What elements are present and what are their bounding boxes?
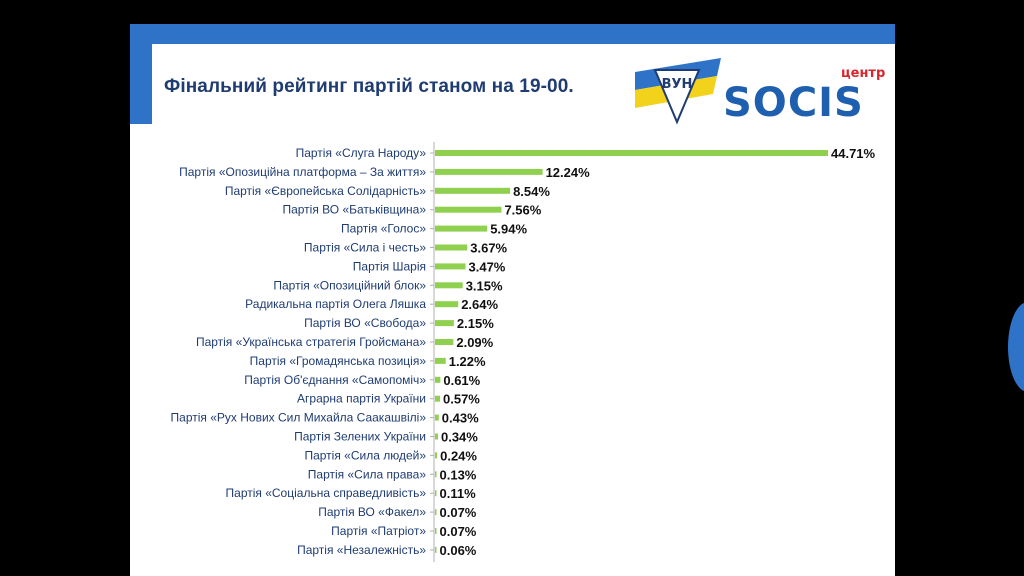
category-label: Партія Зелених України: [294, 430, 426, 444]
category-label: Аграрна партія України: [297, 392, 426, 406]
bar: [435, 206, 502, 213]
value-label: 12.24%: [546, 165, 591, 180]
value-label: 2.09%: [456, 335, 493, 350]
presentation-slide: Фінальний рейтинг партій станом на 19-00…: [130, 24, 895, 576]
value-label: 2.15%: [457, 316, 494, 331]
value-label: 1.22%: [449, 354, 486, 369]
category-label: Партія Об'єднання «Самопоміч»: [244, 373, 426, 387]
bar: [435, 150, 828, 156]
category-label: Партія «Громадянська позиція»: [250, 354, 427, 368]
bar: [435, 168, 543, 175]
category-label: Партія «Патріот»: [331, 524, 426, 538]
value-label: 0.43%: [442, 411, 479, 426]
bar: [435, 452, 438, 459]
bar: [435, 301, 459, 308]
bar-chart: Партія «Слуга Народу» 44.71% Партія «Опози…: [171, 142, 876, 562]
category-label: Партія «Рух Нових Сил Михайла Саакашвілі…: [171, 411, 427, 425]
bar: [435, 244, 468, 251]
logo-small-text: центр: [841, 66, 886, 81]
bar: [435, 471, 437, 478]
value-label: 0.07%: [440, 524, 477, 539]
category-label: Партія «Голос»: [341, 222, 426, 236]
bar: [435, 546, 437, 553]
category-label: Партія ВО «Свобода»: [304, 316, 426, 330]
logos-area: ВУН центр SOCIS: [635, 50, 890, 128]
value-label: 8.54%: [513, 184, 550, 199]
slide-top-band: [130, 24, 895, 44]
value-label: 0.34%: [441, 430, 478, 445]
value-label: 0.24%: [440, 448, 477, 463]
bar: [435, 509, 437, 516]
bar: [435, 282, 463, 289]
bar: [435, 263, 466, 270]
category-label: Партія «Сила і честь»: [304, 241, 426, 255]
category-label: Партія «Слуга Народу»: [296, 146, 427, 160]
category-label: Партія «Опозиційний блок»: [273, 278, 426, 292]
category-label: Партія «Сила права»: [308, 467, 427, 481]
category-label: Партія ВО «Факел»: [318, 505, 426, 519]
bar: [435, 376, 441, 383]
value-label: 5.94%: [490, 222, 527, 237]
chart-title: Фінальний рейтинг партій станом на 19-00…: [164, 76, 574, 97]
socis-logo-text: SOCIS: [723, 80, 864, 126]
category-label: Партія «Соціальна справедливість»: [226, 486, 427, 500]
value-label: 7.56%: [504, 203, 541, 218]
edge-decoration: [1008, 302, 1024, 392]
bar: [435, 339, 454, 345]
vun-logo: ВУН: [635, 58, 721, 125]
category-label: Радикальна партія Олега Ляшка: [245, 297, 426, 311]
value-label: 0.13%: [440, 467, 477, 482]
category-label: Партія ВО «Батьківщина»: [282, 203, 426, 217]
value-label: 3.15%: [466, 278, 503, 293]
value-label: 0.61%: [443, 373, 480, 388]
value-label: 3.47%: [469, 259, 506, 274]
bar: [435, 433, 438, 440]
category-label: Партія Шарія: [353, 259, 426, 273]
category-label: Партія «Сила людей»: [304, 448, 426, 462]
value-label: 44.71%: [831, 146, 876, 161]
bar: [435, 395, 441, 402]
value-label: 3.67%: [470, 241, 507, 256]
bar: [435, 320, 454, 327]
value-label: 0.06%: [440, 543, 477, 558]
bar: [435, 187, 511, 194]
value-label: 0.07%: [440, 505, 477, 520]
category-label: Партія «Опозиційна платформа – За життя»: [179, 165, 426, 179]
vun-logo-text: ВУН: [662, 77, 693, 92]
bar: [435, 357, 446, 364]
value-label: 2.64%: [461, 297, 498, 312]
bar: [435, 414, 439, 421]
value-label: 0.11%: [440, 486, 477, 501]
bar: [435, 528, 437, 534]
bar: [435, 490, 437, 497]
value-label: 0.57%: [443, 392, 480, 407]
category-label: Партія «Українська стратегія Гройсмана»: [196, 335, 426, 349]
bar: [435, 225, 488, 232]
category-label: Партія «Європейська Солідарність»: [225, 184, 427, 198]
category-label: Партія «Незалежність»: [297, 543, 426, 557]
slide-left-band: [130, 44, 152, 124]
